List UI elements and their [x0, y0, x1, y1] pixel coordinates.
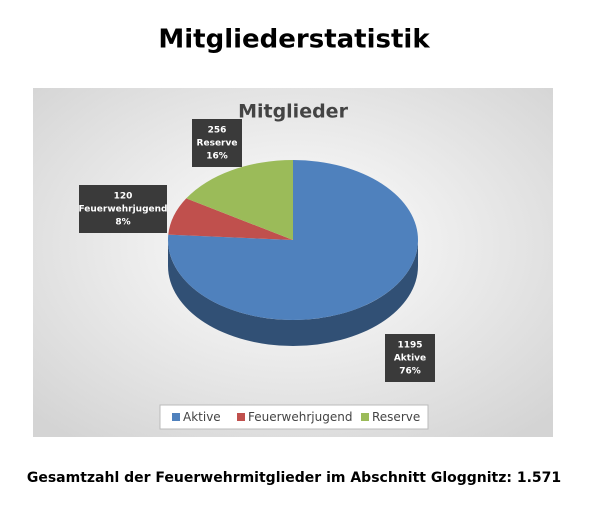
- data-label-name: Reserve: [197, 139, 238, 149]
- chart-title: Mitglieder: [238, 101, 349, 123]
- data-label-percent: 8%: [115, 218, 130, 228]
- data-label-box: [385, 334, 435, 382]
- legend-label: Aktive: [183, 410, 221, 424]
- data-label-name: Aktive: [394, 354, 426, 364]
- legend-swatch: [361, 413, 369, 421]
- slice-side: [168, 240, 418, 346]
- data-label: 1195 Aktive 76%: [385, 334, 435, 382]
- data-label: 256 Reserve 16%: [192, 119, 242, 167]
- data-label-box: [79, 185, 167, 233]
- slice: [168, 198, 293, 240]
- data-label-value: 120: [114, 192, 133, 202]
- data-label-name: Feuerwehrjugend: [79, 205, 168, 215]
- footer: Gesamtzahl der Feuerwehrmitglieder im Ab…: [27, 470, 561, 486]
- legend-box: [159, 404, 429, 430]
- data-label-box: [192, 119, 242, 167]
- data-label-percent: 76%: [399, 367, 421, 377]
- data-label: 120 Feuerwehrjugend 8%: [79, 185, 168, 233]
- data-label-value: 1195: [397, 341, 422, 351]
- legend-swatch: [172, 413, 180, 421]
- page-title: Mitgliederstatistik: [158, 25, 430, 55]
- legend-label: Reserve: [372, 410, 420, 424]
- slice: [186, 160, 293, 240]
- legend-label: Feuerwehrjugend: [248, 410, 352, 424]
- data-label-percent: 16%: [206, 152, 228, 162]
- data-label-value: 256: [208, 126, 227, 136]
- legend-swatch: [237, 413, 245, 421]
